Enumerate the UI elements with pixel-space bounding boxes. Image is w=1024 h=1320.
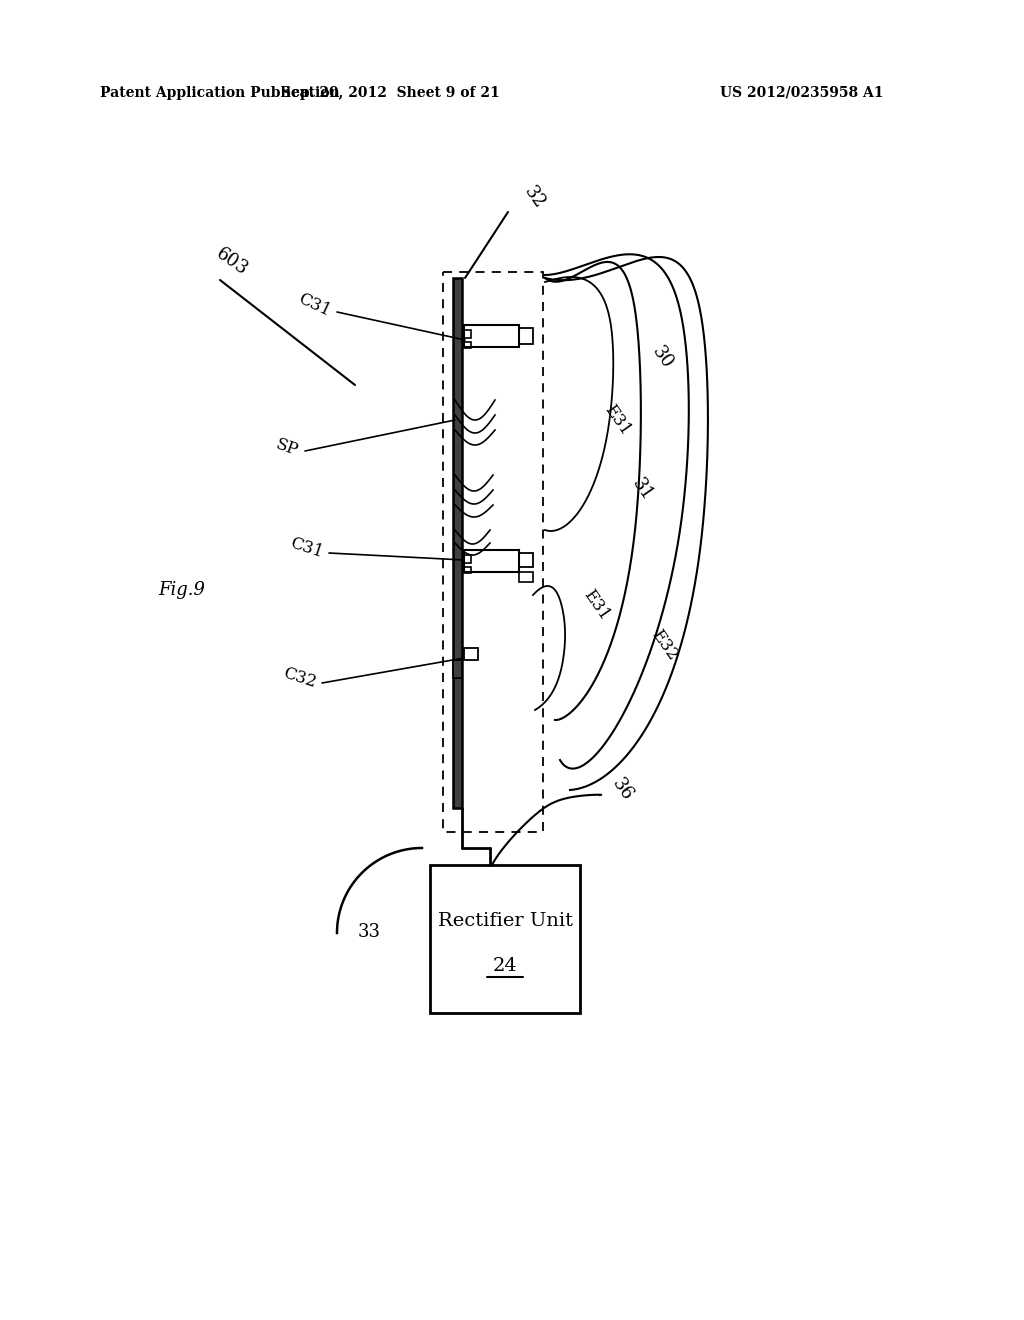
Text: Fig.9: Fig.9 — [158, 581, 205, 599]
Text: 31: 31 — [628, 475, 656, 504]
Bar — [453, 279, 462, 808]
Text: Sep. 20, 2012  Sheet 9 of 21: Sep. 20, 2012 Sheet 9 of 21 — [281, 86, 500, 100]
Text: E32: E32 — [648, 627, 681, 664]
Bar — [519, 327, 534, 345]
Text: E31: E31 — [601, 401, 634, 438]
Text: 30: 30 — [648, 343, 676, 372]
Bar — [519, 553, 534, 568]
Bar — [519, 572, 534, 582]
Text: C32: C32 — [281, 665, 318, 692]
Text: 36: 36 — [608, 775, 636, 805]
Bar — [464, 325, 519, 347]
Bar — [464, 554, 471, 564]
Bar — [443, 272, 543, 832]
Text: Rectifier Unit: Rectifier Unit — [437, 912, 572, 931]
Text: 603: 603 — [212, 244, 251, 280]
Bar — [464, 330, 471, 338]
Text: C31: C31 — [295, 290, 333, 319]
Bar — [464, 568, 471, 573]
Bar — [464, 342, 471, 348]
Text: SP: SP — [273, 436, 300, 459]
Text: 24: 24 — [493, 957, 517, 974]
Bar — [464, 550, 519, 572]
Bar — [430, 865, 580, 1012]
Bar — [464, 648, 478, 660]
Bar — [453, 660, 462, 678]
Text: 33: 33 — [358, 923, 381, 941]
Text: C31: C31 — [288, 535, 325, 561]
Text: US 2012/0235958 A1: US 2012/0235958 A1 — [720, 86, 884, 100]
Text: E31: E31 — [580, 586, 613, 623]
Text: 32: 32 — [520, 183, 548, 213]
Text: Patent Application Publication: Patent Application Publication — [100, 86, 340, 100]
